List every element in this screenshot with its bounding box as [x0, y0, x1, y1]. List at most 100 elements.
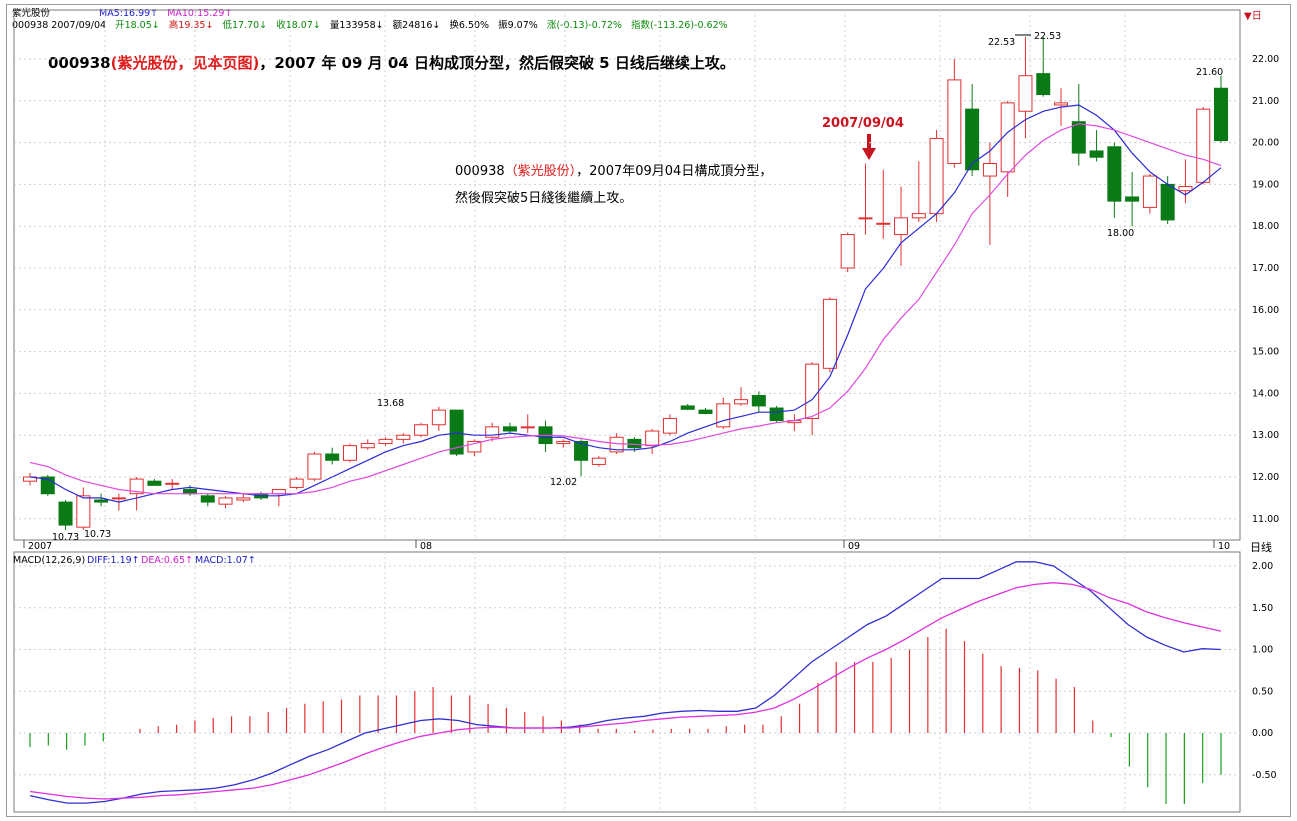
macd-y-tick-label: -0.50: [1252, 770, 1277, 781]
code-date: 000938 2007/09/04: [12, 20, 107, 31]
price-annotation: 10.73: [84, 529, 111, 540]
candle-body: [76, 495, 91, 528]
candle-body: [396, 434, 411, 440]
candle-body: [1018, 75, 1033, 112]
candle-body: [982, 163, 997, 177]
price-y-tick-label: 19.00: [1252, 179, 1279, 190]
price-y-tick-label: 14.00: [1252, 388, 1279, 399]
candle-body: [1196, 108, 1211, 183]
down-arrow-icon: [862, 134, 876, 160]
high-readout: 高19.35↓: [168, 20, 214, 31]
ma5-readout: MA5:16.99↑: [99, 8, 159, 19]
candle-body: [111, 497, 126, 500]
header-line-2: 000938 2007/09/04 开18.05↓ 高19.35↓ 低17.70…: [12, 20, 734, 31]
candle-body: [129, 478, 144, 495]
heading-name: (紫光股份，见本页图): [110, 54, 260, 72]
note-code: 000938: [455, 164, 505, 179]
price-y-tick-label: 18.00: [1252, 221, 1279, 232]
ma-line-ma5: [29, 104, 1222, 503]
candle-body: [449, 409, 464, 455]
candle-body: [929, 137, 944, 215]
price-annotation: 10.73: [52, 532, 79, 543]
candle-body: [1000, 102, 1015, 173]
candle-body: [94, 499, 109, 503]
amount-readout: 额24816↓: [392, 20, 441, 31]
note-rest: ，2007年09月04日構成頂分型，然後假突破5日綫後繼續上攻。: [455, 164, 773, 206]
chart-note: 000938（紫光股份），2007年09月04日構成頂分型，然後假突破5日綫後繼…: [455, 158, 785, 212]
price-y-tick-label: 21.00: [1252, 96, 1279, 107]
candle-body: [467, 440, 482, 453]
candle-body: [200, 495, 215, 503]
macd-histogram: [29, 628, 1222, 804]
close-readout: 收18.07↓: [276, 20, 321, 31]
candle-body: [520, 426, 535, 429]
candle-body: [680, 405, 695, 410]
candle-body: [645, 430, 660, 447]
candle-body: [485, 426, 500, 438]
macd-panel-border: [13, 551, 1241, 813]
price-panel-border: [13, 9, 1241, 541]
price-y-tick-label: 12.00: [1252, 472, 1279, 483]
price-y-tick-label: 20.00: [1252, 138, 1279, 149]
candle-body: [502, 426, 517, 432]
x-axis-label: 日线: [1250, 540, 1272, 554]
candle-body: [58, 501, 73, 526]
candle-body: [858, 217, 873, 220]
macd-y-tick-label: 0.50: [1252, 686, 1273, 697]
candle-body: [965, 108, 980, 171]
candle-body: [751, 394, 766, 407]
candle-body: [218, 497, 233, 505]
candle-body: [1089, 150, 1104, 158]
period-selector[interactable]: ▼日: [1244, 7, 1262, 22]
candle-body: [289, 478, 304, 488]
x-tick-label: 2007: [28, 541, 52, 552]
candle-body: [609, 436, 624, 453]
candle-body: [165, 482, 180, 485]
candle-body: [840, 234, 855, 269]
price-y-tick-label: 15.00: [1252, 347, 1279, 358]
candle-body: [342, 445, 357, 461]
volume-readout: 量133958↓: [329, 20, 384, 31]
candle-body: [1125, 196, 1140, 202]
candle-body: [1054, 102, 1069, 106]
candle-body: [734, 399, 749, 405]
date-callout: 2007/09/04: [822, 116, 904, 131]
candle-body: [1178, 185, 1193, 192]
candle-body: [556, 440, 571, 445]
macd-line-diff: [29, 561, 1222, 804]
price-y-tick-label: 17.00: [1252, 263, 1279, 274]
candle-body: [1036, 73, 1051, 96]
candle-body: [662, 417, 677, 434]
candle-body: [1107, 146, 1122, 202]
macd-y-tick-label: 1.00: [1252, 645, 1273, 656]
candle-body: [307, 453, 322, 480]
price-annotation: 22.53: [988, 37, 1015, 48]
macd-header-item: MACD(12,26,9): [13, 555, 85, 566]
candle-body: [894, 217, 909, 236]
ma-line-ma10: [29, 123, 1222, 495]
candle-body: [805, 363, 820, 419]
candle-body: [716, 403, 731, 428]
candle-body: [698, 409, 713, 414]
candle-body: [627, 438, 642, 449]
macd-y-tick-label: 2.00: [1252, 561, 1273, 572]
x-tick-label: 08: [420, 541, 432, 552]
candle-body: [414, 424, 429, 436]
x-tick-label: 10: [1218, 541, 1230, 552]
price-annotation: 21.60: [1196, 67, 1223, 78]
note-name: （紫光股份）: [504, 164, 577, 179]
candle-body: [431, 409, 446, 426]
price-annotation: 13.68: [377, 398, 404, 409]
price-annotation: 18.00: [1107, 228, 1134, 239]
macd-line-dea: [29, 582, 1222, 800]
x-tick-label: 09: [848, 541, 860, 552]
macd-header-item: DIFF:1.19↑: [87, 555, 140, 566]
low-readout: 低17.70↓: [222, 20, 268, 31]
amplitude-readout: 振9.07%: [498, 20, 538, 31]
macd-header-item: DEA:0.65↑: [141, 555, 193, 566]
candle-body: [182, 489, 197, 495]
candle-body: [591, 457, 606, 465]
price-annotation: 12.02: [550, 477, 577, 488]
candle-body: [1071, 121, 1086, 154]
